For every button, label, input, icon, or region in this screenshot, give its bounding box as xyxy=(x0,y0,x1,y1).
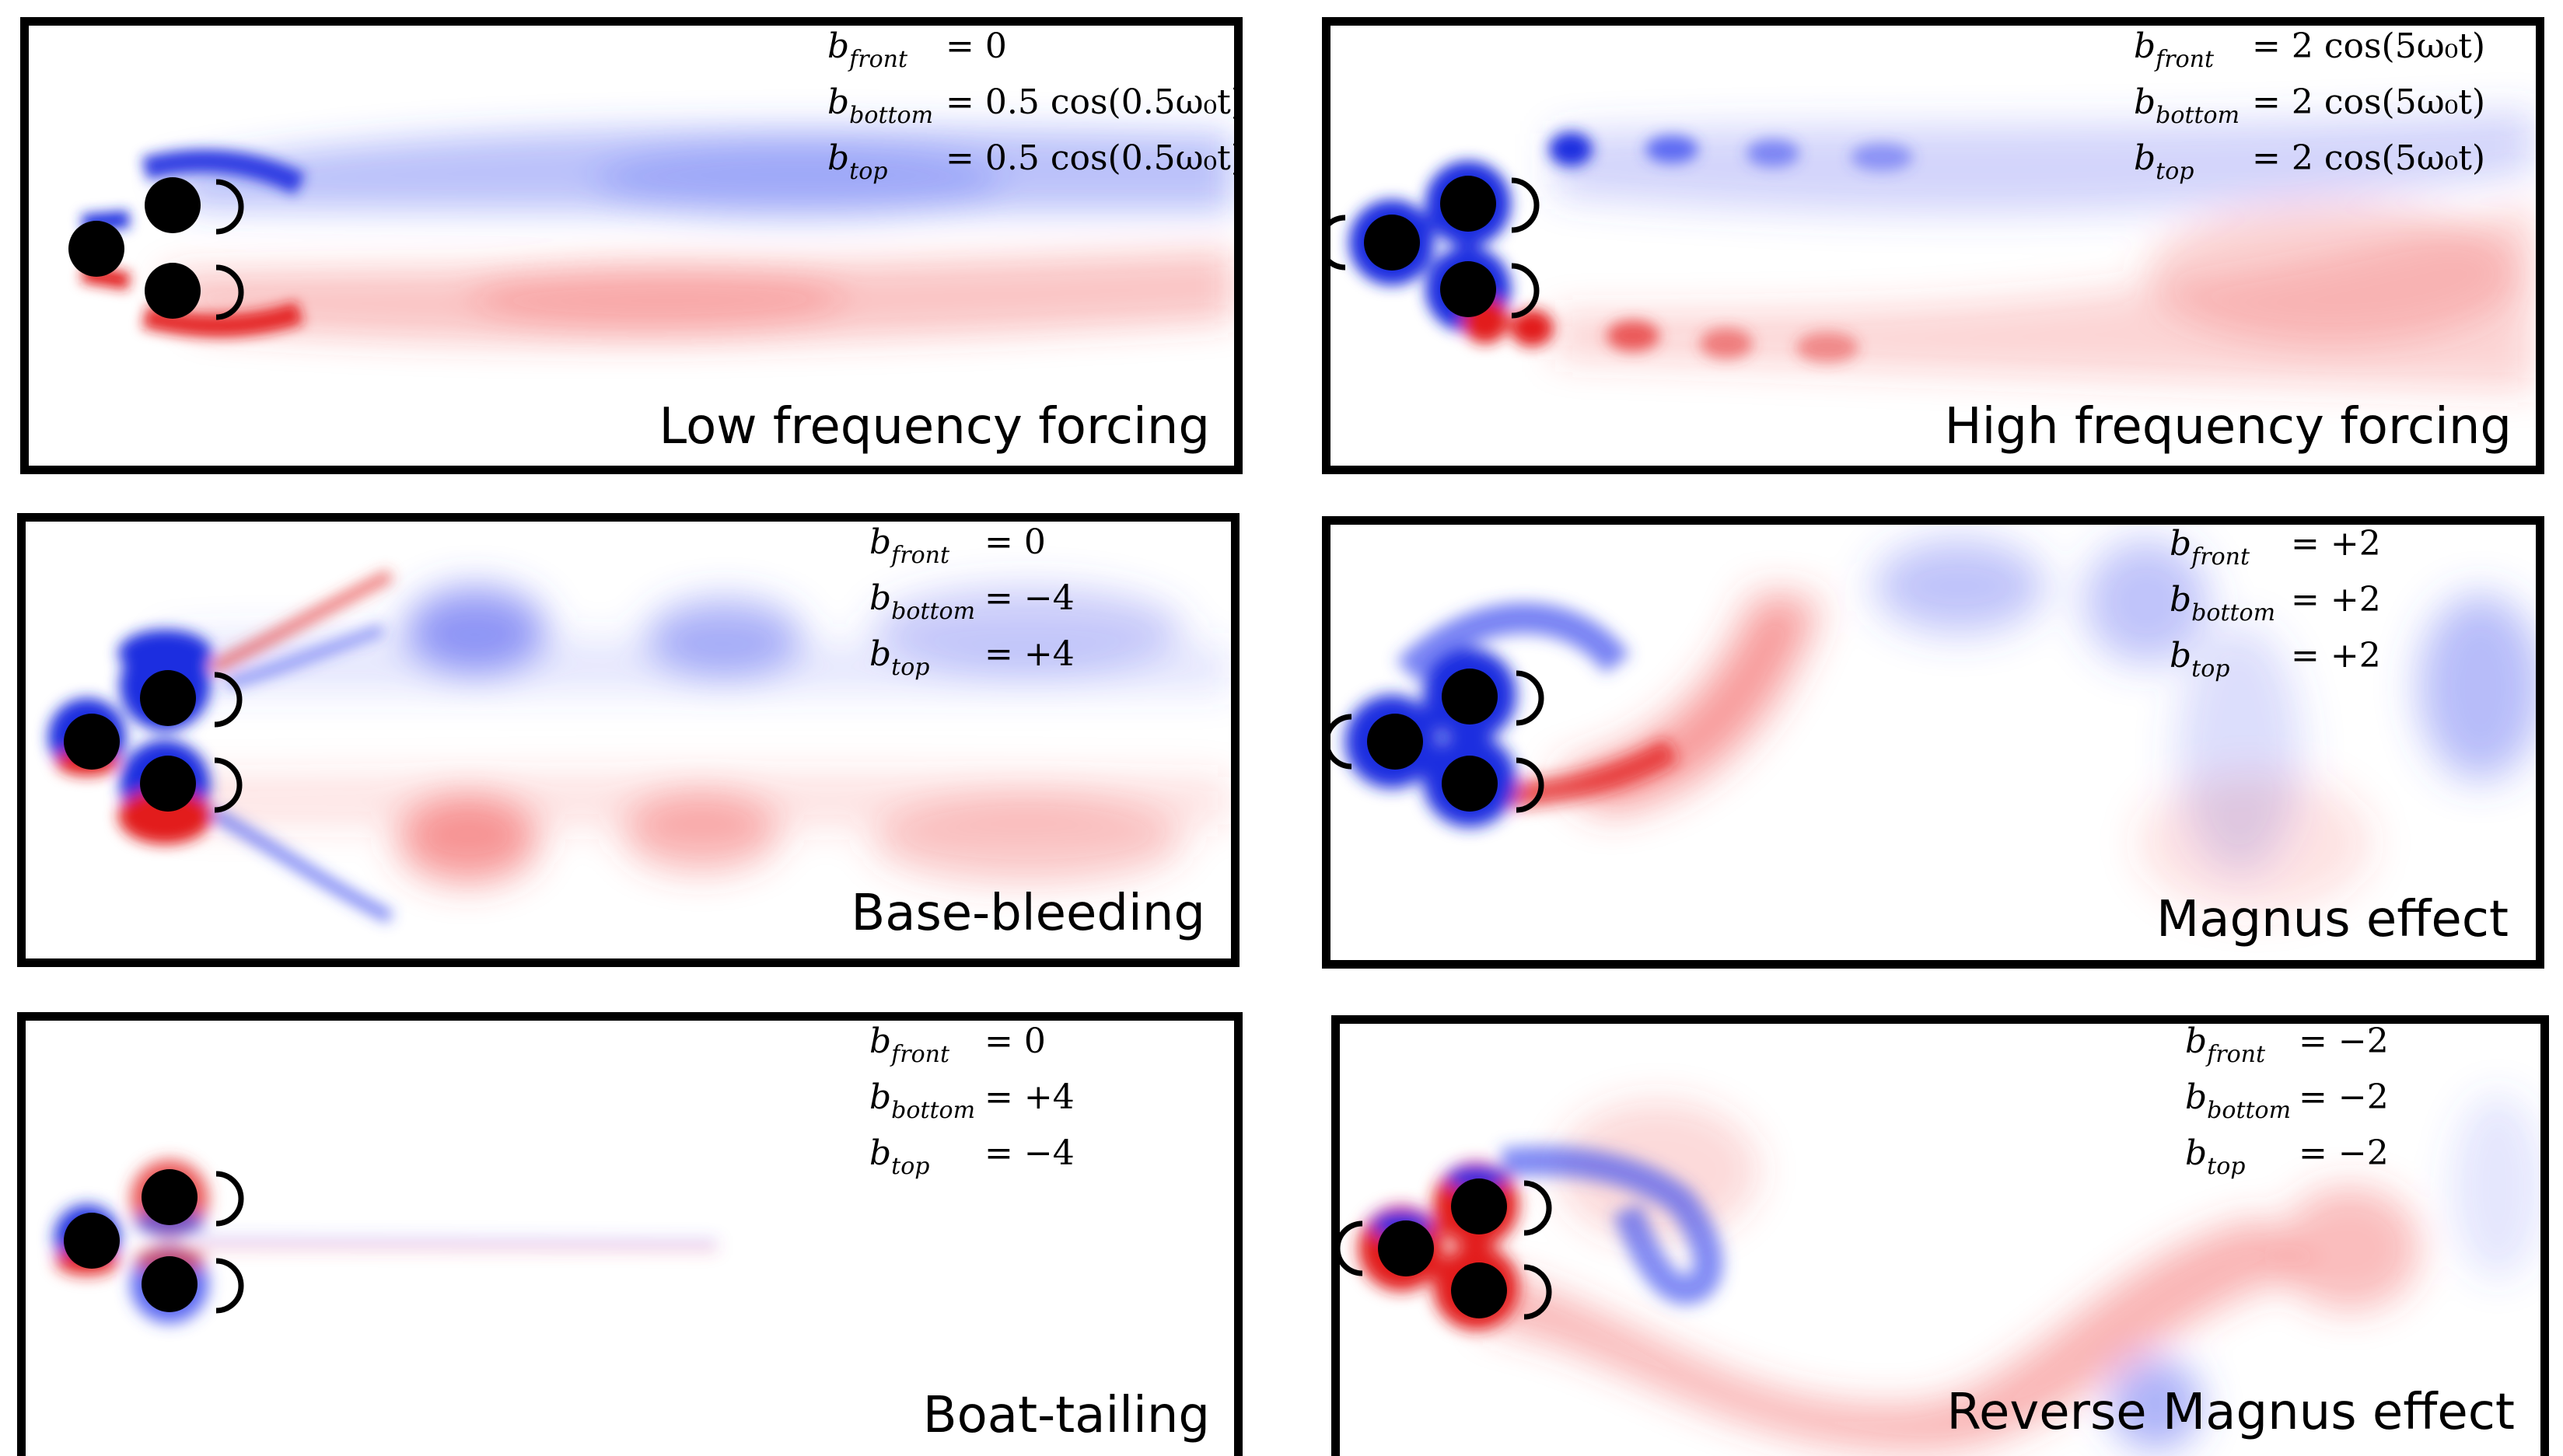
equation-front: bfront = 0 xyxy=(869,1021,1046,1068)
vorticity-field: bfront = 2 cos(5ω₀t) bbottom = 2 cos(5ω₀t)… xyxy=(1322,17,2544,474)
cylinder-group xyxy=(64,1169,244,1314)
rotation-arrow-icon xyxy=(214,757,243,813)
cylinder-group xyxy=(1323,669,1544,813)
front-cylinder xyxy=(1367,714,1423,770)
rotation-arrow-icon xyxy=(215,179,244,235)
panel-frame xyxy=(1322,516,2544,969)
equation-top: btop = 0.5 cos(0.5ω₀t) xyxy=(827,138,1243,185)
bottom-cylinder xyxy=(1440,261,1496,317)
panel-frame xyxy=(17,513,1240,967)
rotation-arrow-icon xyxy=(215,1171,244,1227)
equation-bottom: bbottom = −2 xyxy=(2185,1077,2389,1124)
vortex-wake xyxy=(1555,539,2543,913)
equation-bottom: bbottom = 0.5 cos(0.5ω₀t) xyxy=(827,82,1243,129)
cylinder-group xyxy=(64,670,243,813)
rotation-arrow-icon xyxy=(1322,215,1346,271)
panel-title: Base-bleeding xyxy=(851,885,1205,942)
rotation-arrow-icon xyxy=(1516,670,1544,726)
cylinder-group xyxy=(1334,1178,1552,1320)
vortex-wake xyxy=(160,127,1233,342)
rotation-arrow-icon xyxy=(1511,263,1540,319)
vortex-wake xyxy=(1487,1093,2544,1451)
equation-top: btop = +2 xyxy=(2170,636,2381,683)
equation-front: bfront = −2 xyxy=(2185,1021,2389,1068)
vorticity-field: bfront = 0 bbottom = 0.5 cos(0.5ω₀t) btop =… xyxy=(20,17,1243,474)
rotation-arrow-icon xyxy=(1523,1264,1552,1320)
panel-magnus-effect: bfront = +2 bbottom = +2 btop = +2 Magnus e… xyxy=(1322,516,2544,969)
panel-base-bleeding: bfront = 0 bbottom = −4 btop = +4 Base-blee… xyxy=(17,513,1240,967)
panel-frame xyxy=(1322,17,2544,474)
front-cylinder xyxy=(1364,215,1420,271)
front-cylinder xyxy=(1378,1220,1434,1276)
vorticity-field: bfront = +2 bbottom = +2 btop = +2 Magnus e… xyxy=(1322,516,2544,969)
equation-top: btop = −4 xyxy=(869,1133,1075,1180)
panel-title: Boat-tailing xyxy=(923,1387,1210,1444)
equation-front: bfront = 0 xyxy=(827,26,1007,73)
equation-front: bfront = +2 xyxy=(2170,524,2381,571)
panel-title: High frequency forcing xyxy=(1944,398,2512,456)
panel-title: Magnus effect xyxy=(2156,891,2509,948)
bottom-cylinder xyxy=(1451,1262,1507,1318)
vorticity-field: bfront = −2 bbottom = −2 btop = −2 Reverse … xyxy=(1331,1015,2549,1456)
panel-title: Reverse Magnus effect xyxy=(1946,1384,2515,1441)
equation-block: bfront = −2 bbottom = −2 btop = −2 xyxy=(2185,1021,2389,1180)
equation-block: bfront = 0 bbottom = +4 btop = −4 xyxy=(869,1021,1075,1180)
equation-block: bfront = 0 bbottom = 0.5 cos(0.5ω₀t) btop =… xyxy=(827,26,1243,185)
front-cylinder xyxy=(68,221,124,277)
top-cylinder xyxy=(1442,669,1498,725)
front-cylinder xyxy=(64,714,120,770)
equation-bottom: bbottom = +2 xyxy=(2170,580,2381,627)
top-cylinder xyxy=(142,1169,198,1225)
front-cylinder xyxy=(64,1213,120,1269)
panel-frame xyxy=(1331,1015,2549,1456)
panel-title: Low frequency forcing xyxy=(659,398,1210,456)
vortex-wake xyxy=(157,587,1230,882)
panel-frame xyxy=(17,1012,1243,1456)
equation-bottom: bbottom = −4 xyxy=(869,578,1075,625)
panel-high-frequency-forcing: bfront = 2 cos(5ω₀t) bbottom = 2 cos(5ω₀t)… xyxy=(1322,17,2544,474)
rotation-arrow-icon xyxy=(1523,1180,1552,1236)
equation-block: bfront = 2 cos(5ω₀t) bbottom = 2 cos(5ω₀t)… xyxy=(2134,26,2485,185)
equation-top: btop = +4 xyxy=(869,634,1075,681)
rotation-arrow-icon xyxy=(215,264,244,320)
cylinder-group xyxy=(68,177,244,320)
rotation-arrow-icon xyxy=(215,1258,244,1314)
rotation-arrow-icon xyxy=(214,672,243,728)
cylinder-group xyxy=(1322,176,1540,319)
equation-block: bfront = 0 bbottom = −4 btop = +4 xyxy=(869,522,1075,681)
equation-top: btop = −2 xyxy=(2185,1133,2389,1180)
bottom-cylinder xyxy=(145,263,201,319)
panel-low-frequency-forcing: bfront = 0 bbottom = 0.5 cos(0.5ω₀t) btop =… xyxy=(20,17,1243,474)
rotation-arrow-icon xyxy=(1511,177,1540,233)
top-cylinder xyxy=(145,177,201,233)
panel-reverse-magnus-effect: bfront = −2 bbottom = −2 btop = −2 Reverse … xyxy=(1331,1015,2549,1456)
equation-block: bfront = +2 bbottom = +2 btop = +2 xyxy=(2170,524,2381,683)
equation-bottom: bbottom = +4 xyxy=(869,1077,1075,1124)
top-cylinder xyxy=(1451,1178,1507,1234)
top-cylinder xyxy=(1440,176,1496,232)
equation-front: bfront = 0 xyxy=(869,522,1046,569)
rotation-arrow-icon xyxy=(1516,757,1544,813)
vorticity-field: bfront = 0 bbottom = −4 btop = +4 Base-blee… xyxy=(17,513,1240,967)
top-cylinder xyxy=(140,670,196,726)
equation-top: btop = 2 cos(5ω₀t) xyxy=(2134,138,2485,185)
panel-frame xyxy=(20,17,1243,474)
vorticity-field: bfront = 0 bbottom = +4 btop = −4 Boat-tail… xyxy=(17,1012,1243,1456)
bottom-cylinder xyxy=(142,1256,198,1312)
equation-bottom: bbottom = 2 cos(5ω₀t) xyxy=(2134,82,2485,129)
bottom-cylinder xyxy=(1442,756,1498,812)
panel-boat-tailing: bfront = 0 bbottom = +4 btop = −4 Boat-tail… xyxy=(17,1012,1243,1456)
equation-front: bfront = 2 cos(5ω₀t) xyxy=(2134,26,2485,73)
bottom-cylinder xyxy=(140,756,196,812)
